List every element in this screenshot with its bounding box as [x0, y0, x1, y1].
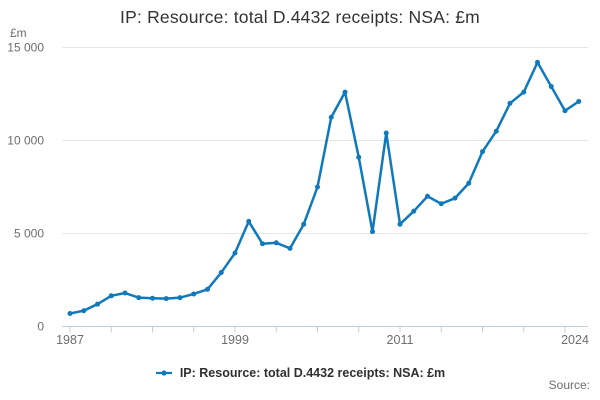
data-point-1995[interactable] [177, 295, 183, 301]
data-point-2015[interactable] [452, 195, 458, 201]
y-tick-label: 10 000 [7, 134, 44, 148]
data-point-2007[interactable] [342, 89, 348, 95]
data-point-2011[interactable] [397, 221, 403, 227]
x-tick-label: 1999 [221, 333, 249, 347]
data-point-1987[interactable] [67, 310, 73, 316]
data-point-1998[interactable] [218, 270, 224, 276]
data-point-2019[interactable] [507, 100, 513, 106]
data-point-2003[interactable] [287, 245, 293, 251]
data-point-2013[interactable] [425, 193, 430, 199]
legend-series-label[interactable]: IP: Resource: total D.4432 receipts: NSA… [179, 366, 446, 380]
data-point-1994[interactable] [163, 296, 169, 302]
data-point-1993[interactable] [150, 295, 155, 301]
data-point-1991[interactable] [122, 290, 128, 296]
data-point-2018[interactable] [493, 128, 499, 134]
y-tick-label: 15 000 [7, 41, 44, 55]
data-point-1989[interactable] [95, 301, 100, 307]
series-line [68, 61, 580, 315]
legend-line-marker-icon[interactable] [155, 368, 173, 378]
data-point-2017[interactable] [480, 149, 485, 155]
data-point-2016[interactable] [466, 180, 472, 186]
data-point-2001[interactable] [260, 241, 265, 247]
data-point-1999[interactable] [232, 250, 238, 256]
data-point-2024[interactable] [576, 98, 582, 104]
y-axis-unit-label: £m [10, 26, 27, 40]
y-tick-label: 0 [37, 320, 44, 334]
data-point-2012[interactable] [411, 208, 417, 214]
data-point-2004[interactable] [301, 221, 307, 227]
data-point-2014[interactable] [438, 201, 444, 207]
data-point-2022[interactable] [548, 84, 554, 90]
data-point-2005[interactable] [315, 184, 320, 190]
data-point-2002[interactable] [273, 240, 279, 246]
data-point-2010[interactable] [383, 130, 389, 136]
source-note: Source: [548, 378, 590, 392]
data-point-1996[interactable] [191, 291, 197, 297]
data-point-2021[interactable] [535, 59, 540, 65]
x-tick-label: 2011 [387, 333, 414, 347]
x-tick-label: 1987 [56, 333, 84, 347]
data-point-2008[interactable] [356, 154, 362, 160]
data-point-2009[interactable] [370, 229, 375, 235]
data-point-1992[interactable] [136, 295, 142, 301]
chart-title: IP: Resource: total D.4432 receipts: NSA… [120, 7, 480, 27]
y-tick-label: 5 000 [14, 227, 44, 241]
x-tick-label: 2024 [561, 333, 589, 347]
data-point-2023[interactable] [562, 108, 568, 114]
data-point-1990[interactable] [108, 293, 114, 299]
data-point-2000[interactable] [246, 218, 252, 224]
data-point-2020[interactable] [521, 89, 527, 95]
data-point-1988[interactable] [81, 308, 87, 314]
line-chart-plot: £m 0 5 000 10 000 15 000 1987 1999 2011 2024 [7, 26, 589, 347]
data-point-2006[interactable] [328, 114, 334, 120]
legend: IP: Resource: total D.4432 receipts: NSA… [0, 364, 600, 382]
data-point-1997[interactable] [205, 286, 210, 292]
